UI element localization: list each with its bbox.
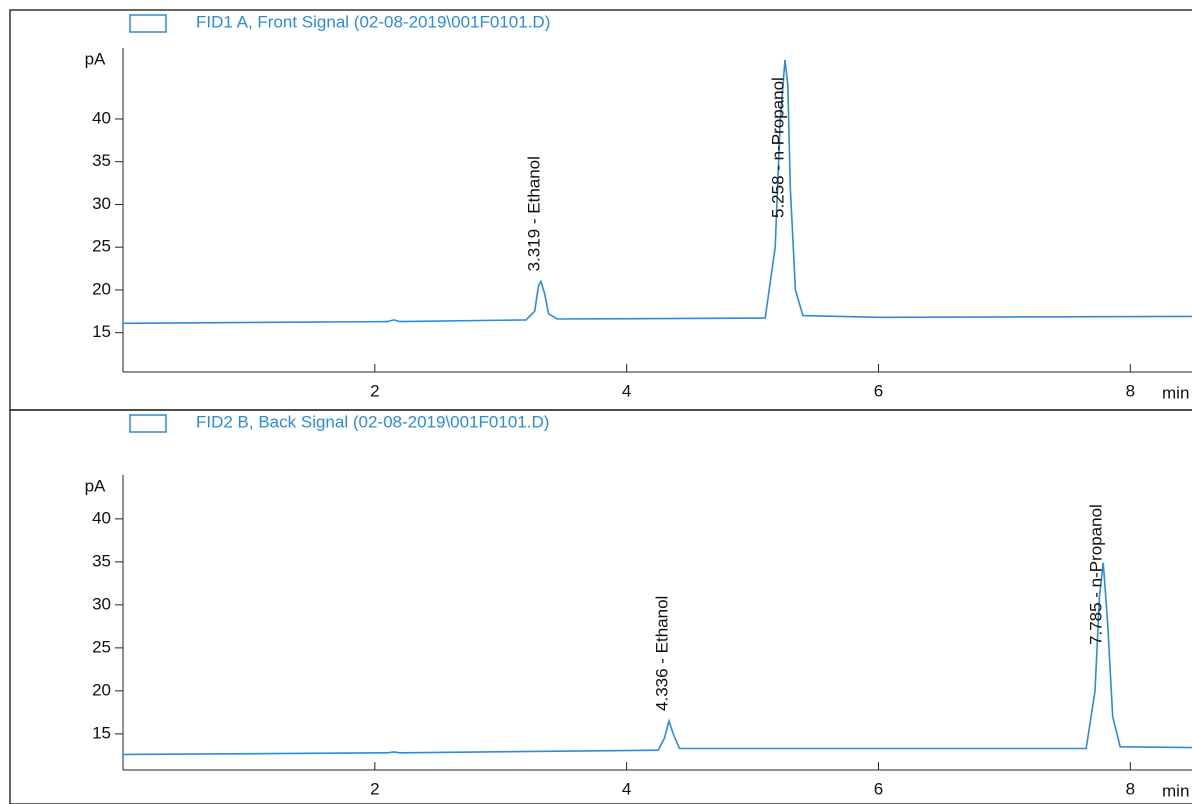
y-tick-label: 35 bbox=[92, 551, 111, 570]
signal-line bbox=[122, 562, 1192, 756]
y-tick-label: 15 bbox=[92, 322, 111, 341]
y-tick-label: 40 bbox=[92, 508, 111, 527]
peak-label: 5.258 - n-Propanol bbox=[769, 77, 788, 218]
x-tick-label: 8 bbox=[1126, 779, 1135, 798]
panel-frame bbox=[9, 409, 1192, 804]
y-tick-label: 30 bbox=[92, 194, 111, 213]
peak-label: 3.319 - Ethanol bbox=[524, 156, 543, 271]
x-tick-label: 4 bbox=[622, 779, 631, 798]
y-axis-label: pA bbox=[85, 49, 106, 68]
signal-line bbox=[122, 59, 1192, 325]
y-tick-label: 20 bbox=[92, 680, 111, 699]
x-axis-label: min bbox=[1162, 781, 1189, 800]
peak-label: 7.785 - n-Propanol bbox=[1087, 504, 1106, 645]
legend-swatch bbox=[129, 14, 167, 33]
x-tick-label: 6 bbox=[874, 779, 883, 798]
y-tick-label: 35 bbox=[92, 151, 111, 170]
y-tick-label: 15 bbox=[92, 723, 111, 742]
x-tick-label: 2 bbox=[370, 779, 379, 798]
x-tick-label: 8 bbox=[1126, 381, 1135, 400]
x-tick-label: 4 bbox=[622, 381, 631, 400]
legend-label: FID2 B, Back Signal (02-08-2019\001F0101… bbox=[196, 412, 549, 431]
x-tick-label: 2 bbox=[370, 381, 379, 400]
legend-label: FID1 A, Front Signal (02-08-2019\001F010… bbox=[196, 12, 550, 31]
peak-label: 4.336 - Ethanol bbox=[652, 596, 671, 711]
x-tick-label: 6 bbox=[874, 381, 883, 400]
legend-swatch bbox=[129, 414, 167, 433]
x-axis-label: min bbox=[1162, 383, 1189, 402]
y-tick-label: 30 bbox=[92, 594, 111, 613]
y-tick-label: 25 bbox=[92, 237, 111, 256]
y-tick-label: 40 bbox=[92, 108, 111, 127]
y-axis-label: pA bbox=[85, 476, 106, 495]
panel-frame bbox=[9, 9, 1192, 411]
y-tick-label: 20 bbox=[92, 279, 111, 298]
y-tick-label: 25 bbox=[92, 637, 111, 656]
